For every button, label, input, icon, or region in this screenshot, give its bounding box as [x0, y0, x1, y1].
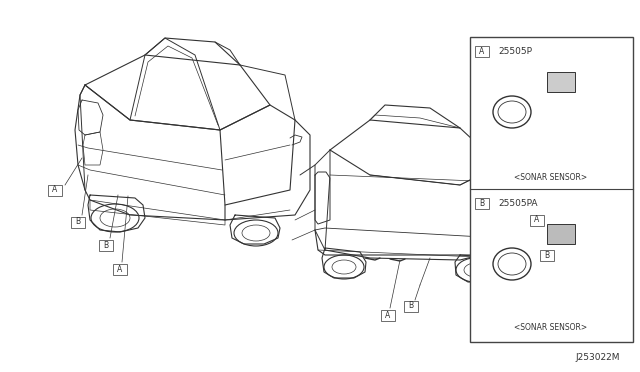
Bar	[470, 37, 633, 342]
Text: <SONAR SENSOR>: <SONAR SENSOR>	[515, 324, 588, 333]
Text: A: A	[385, 311, 390, 320]
FancyBboxPatch shape	[530, 215, 544, 225]
Text: A: A	[52, 186, 58, 195]
Text: B: B	[104, 241, 109, 250]
Text: A: A	[534, 215, 540, 224]
Text: A: A	[117, 264, 123, 273]
Text: 25505PA: 25505PA	[498, 199, 538, 208]
FancyBboxPatch shape	[475, 198, 489, 208]
FancyBboxPatch shape	[71, 217, 85, 228]
Bar	[547, 72, 575, 92]
FancyBboxPatch shape	[99, 240, 113, 250]
Text: J253022M: J253022M	[575, 353, 620, 362]
Text: 25505P: 25505P	[498, 46, 532, 55]
Text: B: B	[479, 199, 484, 208]
Text: B: B	[76, 218, 81, 227]
FancyBboxPatch shape	[113, 263, 127, 275]
Text: A: A	[479, 46, 484, 55]
Text: <SONAR SENSOR>: <SONAR SENSOR>	[515, 173, 588, 182]
FancyBboxPatch shape	[381, 310, 395, 321]
FancyBboxPatch shape	[404, 301, 418, 311]
Bar	[547, 224, 575, 244]
FancyBboxPatch shape	[540, 250, 554, 260]
FancyBboxPatch shape	[48, 185, 62, 196]
FancyBboxPatch shape	[475, 45, 489, 57]
Text: B: B	[545, 250, 550, 260]
Text: B: B	[408, 301, 413, 311]
